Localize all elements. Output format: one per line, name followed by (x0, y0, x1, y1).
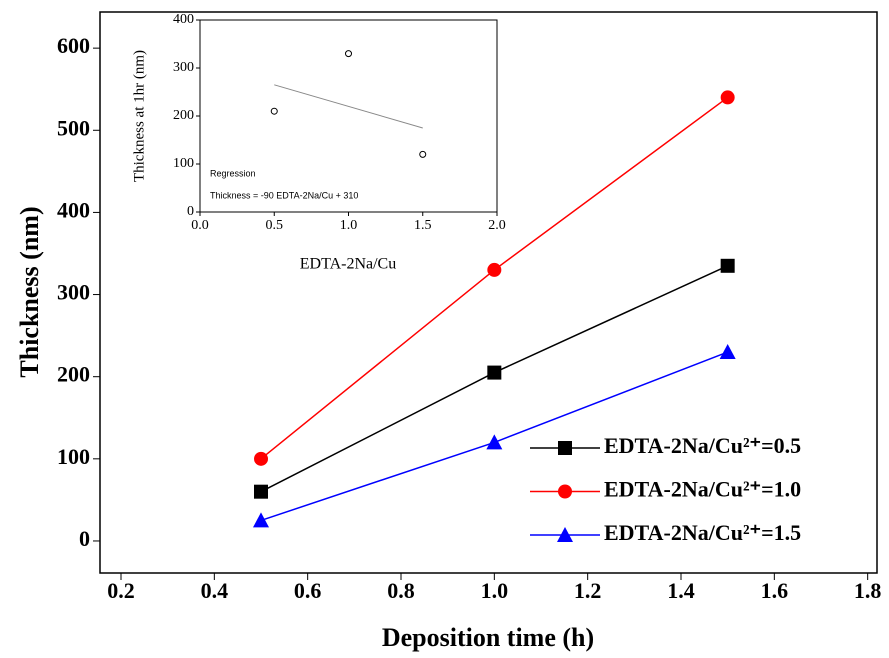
series-line (274, 84, 423, 129)
y-tick-label: 0 (187, 204, 194, 219)
legend-label: EDTA-2Na/Cu²⁺=1.0 (604, 477, 801, 502)
x-tick-label: 0.4 (201, 578, 229, 603)
marker (345, 50, 352, 58)
x-tick-label: 1.4 (667, 578, 695, 603)
inset-x-title: EDTA-2Na/Cu (300, 256, 396, 273)
y-tick-label: 100 (57, 444, 90, 469)
plot-frame (99, 11, 878, 574)
x-tick-label: 1.6 (761, 578, 789, 603)
x-tick-label: 1.0 (481, 578, 509, 603)
marker (253, 512, 269, 528)
legend-marker (558, 484, 572, 499)
y-tick-label: 100 (173, 156, 194, 171)
y-tick-label: 200 (173, 108, 194, 123)
marker (720, 258, 735, 273)
plot-frame (199, 19, 498, 213)
y-tick-label: 300 (57, 280, 90, 305)
x-tick-label: 1.5 (414, 218, 432, 233)
marker (486, 434, 503, 450)
marker (270, 107, 278, 115)
marker (487, 262, 502, 277)
legend-marker (557, 527, 573, 542)
x-tick-label: 0.6 (294, 578, 322, 603)
marker (720, 90, 735, 105)
x-tick-label: 1.0 (340, 218, 358, 233)
x-axis-title: Deposition time (h) (382, 623, 594, 652)
marker (254, 451, 268, 466)
marker (254, 484, 268, 499)
x-tick-label: 0.5 (266, 218, 284, 233)
marker (719, 344, 736, 360)
y-tick-label: 300 (173, 60, 194, 75)
legend-marker (558, 441, 572, 455)
inset-y-title: Thickness at 1hr (nm) (131, 50, 147, 182)
annotation: Regression (210, 168, 256, 178)
x-tick-label: 1.8 (854, 578, 882, 603)
marker (487, 365, 502, 380)
y-tick-label: 500 (57, 115, 90, 140)
annotation: Thickness = -90 EDTA-2Na/Cu + 310 (210, 190, 358, 200)
y-tick-label: 600 (57, 33, 90, 58)
y-tick-label: 400 (173, 12, 194, 27)
y-tick-label: 200 (57, 362, 90, 387)
y-tick-label: 400 (57, 197, 90, 222)
x-tick-label: 2.0 (488, 218, 506, 233)
x-tick-label: 1.2 (574, 578, 602, 603)
x-tick-label: 0.0 (191, 218, 209, 233)
x-tick-label: 0.2 (107, 578, 135, 603)
marker (419, 150, 427, 158)
x-tick-label: 0.8 (387, 578, 415, 603)
legend-label: EDTA-2Na/Cu²⁺=1.5 (604, 520, 801, 545)
legend-label: EDTA-2Na/Cu²⁺=0.5 (604, 433, 801, 458)
y-axis-title: Thickness (nm) (15, 206, 44, 377)
y-tick-label: 0 (79, 526, 90, 551)
